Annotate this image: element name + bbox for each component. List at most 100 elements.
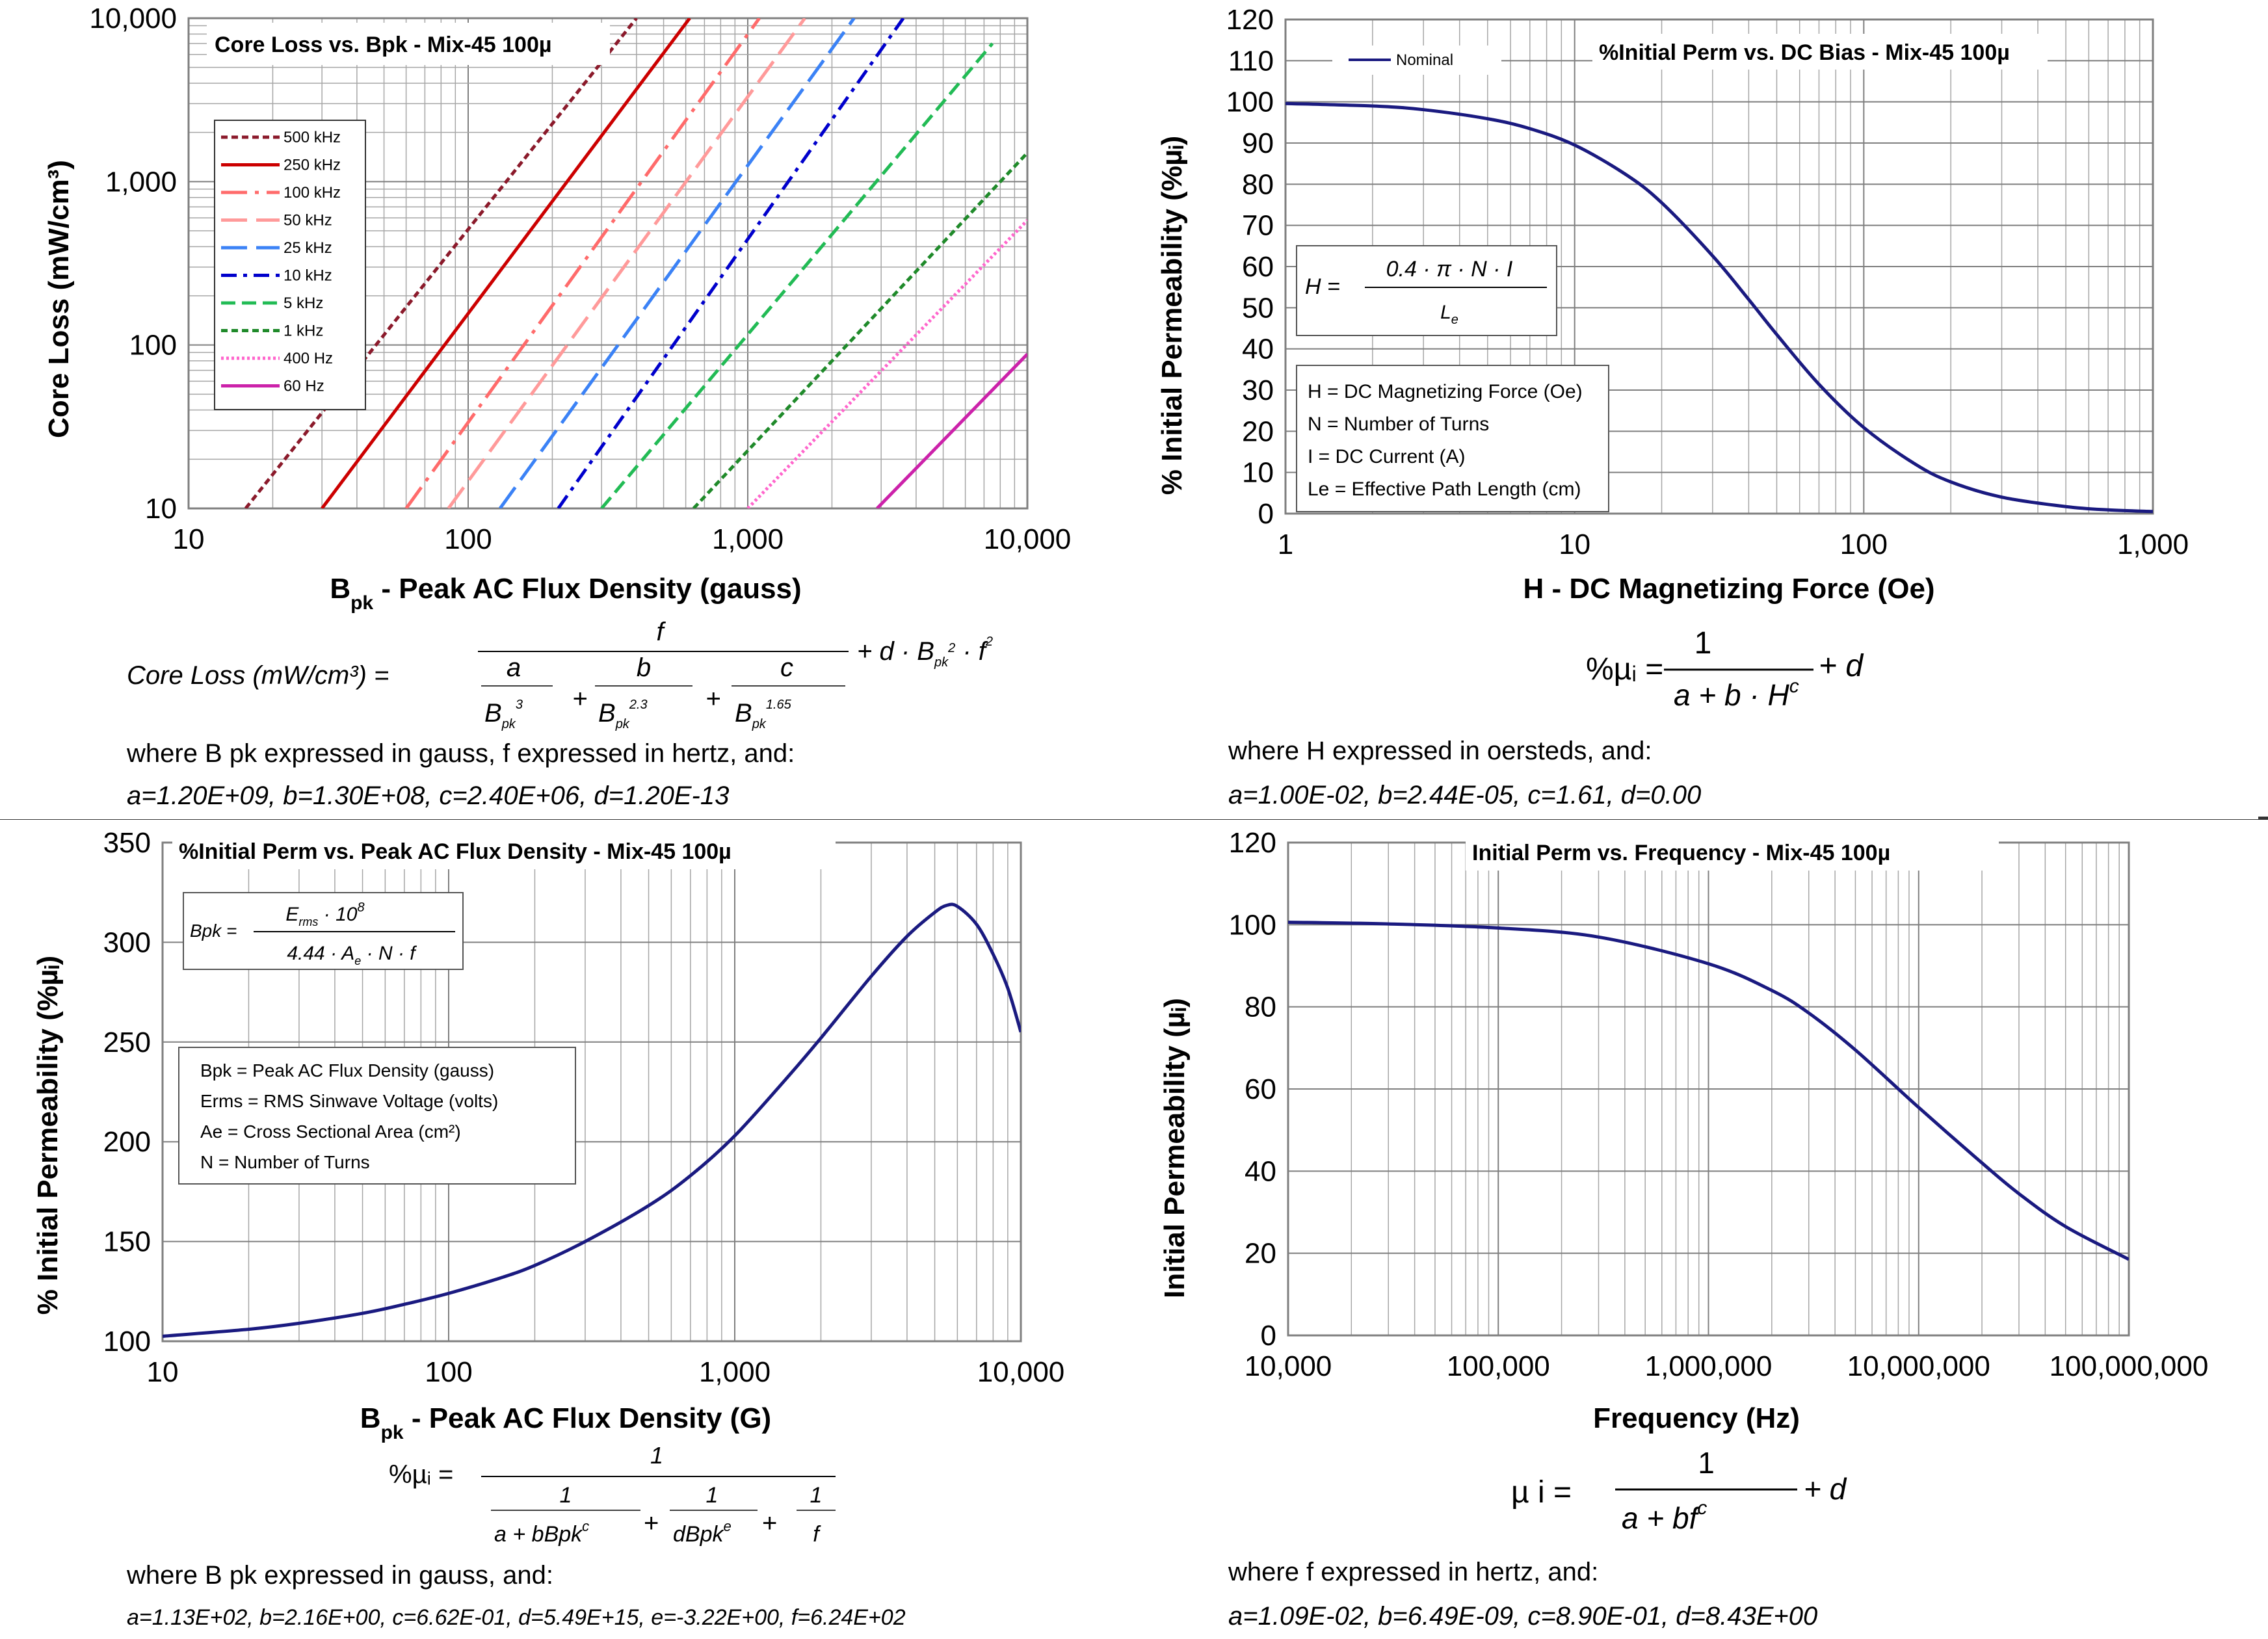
plot-frame [1284, 18, 2154, 515]
y-tick-label: 0 [1258, 498, 1274, 530]
legend-label: 400 Hz [284, 350, 333, 367]
svg-text:+: + [762, 1509, 777, 1538]
svg-text:Bpk = Peak AC Flux Density (ga: Bpk = Peak AC Flux Density (gauss) [200, 1060, 494, 1081]
svg-text:1: 1 [560, 1483, 572, 1508]
dc-bias-formula: %µᵢ = 1 a + b · Hc + d [1586, 626, 1864, 712]
svg-text:+: + [705, 685, 720, 713]
y-tick-label: 80 [1245, 991, 1276, 1023]
x-tick-label: 1,000 [712, 523, 784, 555]
x-tick-label: 10,000 [1245, 1350, 1332, 1382]
5-khz-line [600, 42, 994, 508]
bpk-definitions-box: Bpk = Peak AC Flux Density (gauss) Erms … [178, 1047, 576, 1185]
legend-label: 10 kHz [284, 267, 332, 285]
bpk-where: where B pk expressed in gauss, and: [126, 1561, 553, 1590]
legend-label: 500 kHz [284, 129, 341, 146]
core-loss-chart: 10 100 1,000 10,000 10 100 1,000 10,000 Core Lo… [43, 3, 1071, 810]
legend-box [214, 120, 366, 410]
svg-text:Erms · 108: Erms · 108 [285, 900, 364, 928]
bpk-xlabel: Bpk - Peak AC Flux Density (G) [360, 1402, 771, 1443]
svg-text:b: b [637, 653, 651, 682]
bpk-panel: 10 100 1,000 10,000 100 150 200 250 300 350 % Ini… [0, 820, 1134, 1639]
dc-bias-coeffs: a=1.00E-02, b=2.44E-05, c=1.61, d=0.00 [1228, 781, 1701, 809]
y-tick-label: 50 [1242, 292, 1274, 324]
y-tick-label: 110 [1228, 45, 1274, 77]
svg-text:Bpk1.65: Bpk1.65 [735, 698, 792, 731]
freq-chart: 10,000 100,000 1,000,000 10,000,000 100,000,… [1159, 827, 2209, 1631]
core-loss-title: Core Loss vs. Bpk - Mix-45 100µ [215, 33, 551, 57]
y-tick-label: 10 [145, 493, 177, 525]
svg-text:+ d: + d [1819, 649, 1864, 683]
legend-label: 1 kHz [284, 322, 323, 340]
x-tick-label: 100,000 [1447, 1350, 1550, 1382]
legend-label: 50 kHz [284, 212, 332, 229]
x-tick-label: 10,000,000 [1847, 1350, 1990, 1382]
svg-text:I = DC Current (A): I = DC Current (A) [1308, 446, 1466, 467]
core-loss-coeffs: a=1.20E+09, b=1.30E+08, c=2.40E+06, d=1.… [127, 781, 729, 810]
freq-panel: 10,000 100,000 1,000,000 10,000,000 100,000,… [1124, 820, 2258, 1639]
core-loss-title-box [207, 23, 610, 65]
dc-bias-chart: 1 10 100 1,0000102030405060708090100110120 … [1156, 4, 2189, 809]
freq-coeffs: a=1.09E-02, b=6.49E-09, c=8.90E-01, d=8.… [1228, 1602, 1817, 1631]
svg-text:Nominal: Nominal [1396, 51, 1453, 69]
60-hz-line [876, 352, 1027, 508]
50-khz-line [447, 18, 806, 508]
series-0-line [1288, 921, 2129, 1261]
freq-xlabel: Frequency (Hz) [1593, 1402, 1800, 1434]
svg-text:f: f [813, 1522, 821, 1547]
svg-text:+ d · Bpk2 · f2: + d · Bpk2 · f2 [857, 635, 993, 670]
y-tick-label: 100 [1229, 909, 1276, 941]
bpk-title: %Initial Perm vs. Peak AC Flux Density -… [179, 839, 732, 864]
dc-bias-h-formula-box: H = 0.4 · π · N · I Le [1296, 245, 1557, 336]
bpk-coeffs: a=1.13E+02, b=2.16E+00, c=6.62E-01, d=5.… [127, 1605, 906, 1630]
svg-text:N = Number of Turns: N = Number of Turns [1308, 413, 1489, 435]
core-loss-formula: Core Loss (mW/cm³) = f a Bpk3 + b Bpk2.3… [127, 618, 993, 731]
y-tick-label: 100 [1226, 86, 1274, 118]
svg-text:Bpk3: Bpk3 [484, 698, 523, 731]
dc-bias-ylabel: % Initial Permeability (%µᵢ) [1156, 136, 1188, 495]
svg-text:1: 1 [1698, 1446, 1715, 1480]
y-tick-label: 120 [1229, 827, 1276, 859]
svg-text:Erms = RMS Sinwave Voltage (vo: Erms = RMS Sinwave Voltage (volts) [200, 1091, 498, 1111]
y-tick-label: 10 [1242, 457, 1274, 489]
y-tick-label: 20 [1245, 1238, 1276, 1270]
legend-label: 25 kHz [284, 239, 332, 257]
y-tick-label: 80 [1242, 168, 1274, 200]
svg-text:1: 1 [706, 1483, 719, 1508]
svg-text:%µᵢ =: %µᵢ = [1586, 652, 1663, 687]
svg-text:Ae = Cross Sectional Area (cm²: Ae = Cross Sectional Area (cm²) [200, 1121, 461, 1142]
core-loss-panel: 10 100 1,000 10,000 10 100 1,000 10,000 Core Lo… [0, 0, 1134, 819]
svg-text:a + bBpkc: a + bBpkc [494, 1518, 589, 1547]
dc-bias-xlabel: H - DC Magnetizing Force (Oe) [1523, 573, 1934, 605]
y-tick-label: 100 [103, 1326, 151, 1357]
svg-text:1: 1 [810, 1483, 823, 1508]
dc-bias-definitions-box: H = DC Magnetizing Force (Oe) N = Number… [1296, 365, 1609, 512]
x-tick-label: 100 [444, 523, 492, 555]
10-khz-line [557, 18, 905, 508]
x-tick-label: 1 [1278, 529, 1293, 560]
svg-text:a + b · Hc: a + b · Hc [1674, 675, 1799, 712]
svg-text:1: 1 [650, 1442, 663, 1469]
y-tick-label: 30 [1242, 374, 1274, 406]
x-tick-label: 100,000,000 [2050, 1350, 2209, 1382]
dc-bias-title-box [1592, 34, 2048, 70]
y-tick-label: 90 [1242, 127, 1274, 159]
svg-text:N = Number of Turns: N = Number of Turns [200, 1152, 370, 1172]
y-tick-label: 300 [103, 926, 151, 958]
y-tick-label: 120 [1226, 4, 1274, 36]
y-tick-label: 200 [103, 1126, 151, 1158]
1-khz-line [692, 151, 1027, 508]
y-tick-label: 150 [103, 1226, 151, 1258]
x-tick-label: 100 [425, 1356, 472, 1388]
core-loss-legend: 500 kHz 250 kHz 100 kHz 50 kHz 25 kHz 10 kHz 5… [214, 120, 366, 410]
bpk-ylabel: % Initial Permeability (%µᵢ) [32, 956, 64, 1315]
svg-text:Le = Effective Path Length (cm: Le = Effective Path Length (cm) [1308, 479, 1581, 500]
dc-bias-where: where H expressed in oersteds, and: [1228, 737, 1652, 765]
y-tick-label: 0 [1261, 1320, 1276, 1352]
y-tick-label: 1,000 [105, 166, 177, 198]
400-hz-line [746, 219, 1027, 508]
svg-text:Le: Le [1440, 302, 1458, 327]
x-tick-label: 10,000 [977, 1356, 1065, 1388]
svg-text:a + bfc: a + bfc [1622, 1497, 1707, 1535]
dc-bias-title: %Initial Perm vs. DC Bias - Mix-45 100µ [1599, 40, 2010, 65]
freq-where: where f expressed in hertz, and: [1228, 1558, 1598, 1586]
